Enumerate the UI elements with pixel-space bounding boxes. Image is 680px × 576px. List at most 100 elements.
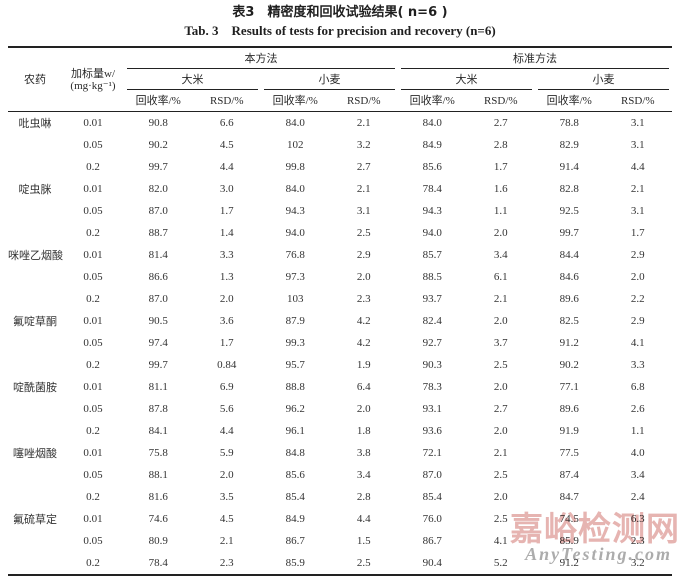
rsd-value-cell: 3.1: [630, 117, 645, 129]
rsd-value-cell: 2.0: [493, 227, 508, 239]
table-header: 农药 加标量w/ (mg·kg⁻¹) 本方法 标准方法 大米 小麦 大米 小麦 …: [8, 47, 672, 112]
recovery-value-cell: 91.2: [559, 557, 579, 569]
recovery-value-cell: 77.1: [559, 381, 579, 393]
recovery-value-cell: 88.1: [148, 469, 168, 481]
pesticide-name-cell: [8, 354, 62, 376]
recovery-value-cell: 88.8: [285, 381, 305, 393]
recovery-value-cell: 87.8: [148, 403, 168, 415]
pesticide-name-cell: [8, 420, 62, 442]
rsd-value-cell: 2.9: [630, 249, 645, 261]
recovery-value-cell: 81.4: [148, 249, 168, 261]
rsd-value-cell: 3.4: [356, 469, 371, 481]
pesticide-name-cell: [8, 332, 62, 354]
recovery-value-cell: 96.2: [285, 403, 305, 415]
rsd-value-cell: 4.2: [356, 337, 371, 349]
table-row: 0.05 80.9 2.1 86.7 1.5 86.7 4.1 85.9 2.3: [8, 530, 672, 552]
spike-level-cell: 0.01: [83, 249, 103, 261]
recovery-value-cell: 85.9: [559, 535, 579, 547]
recovery-value-cell: 85.6: [285, 469, 305, 481]
pesticide-name-cell: [8, 552, 62, 575]
precision-recovery-table: 农药 加标量w/ (mg·kg⁻¹) 本方法 标准方法 大米 小麦 大米 小麦 …: [8, 46, 672, 576]
rsd-value-cell: 2.1: [356, 117, 371, 129]
recovery-value-cell: 99.3: [285, 337, 305, 349]
pesticide-name-cell: [8, 288, 62, 310]
table-row: 0.2 87.0 2.0 103 2.3 93.7 2.1 89.6 2.2: [8, 288, 672, 310]
rsd-value-cell: 2.5: [493, 469, 508, 481]
recovery-value-cell: 91.4: [559, 161, 579, 173]
recovery-value-cell: 91.2: [559, 337, 579, 349]
header-row-measures: 回收率/% RSD/% 回收率/% RSD/% 回收率/% RSD/% 回收率/…: [8, 90, 672, 112]
pesticide-name-cell: 氟硫草定: [13, 514, 57, 526]
recovery-value-cell: 94.0: [422, 227, 442, 239]
recovery-value-cell: 97.3: [285, 271, 305, 283]
spike-level-cell: 0.01: [83, 183, 103, 195]
recovery-value-cell: 84.0: [422, 117, 442, 129]
recovery-value-cell: 90.4: [422, 557, 442, 569]
recovery-value-cell: 90.2: [559, 359, 579, 371]
table-body: 吡虫啉 0.01 90.8 6.6 84.0 2.1 84.0 2.7 78.8 3.1 0.05 9…: [8, 112, 672, 576]
rsd-value-cell: 3.1: [630, 139, 645, 151]
subheader-wheat-this-method: 小麦: [261, 69, 398, 90]
recovery-value-cell: 74.6: [148, 513, 168, 525]
pesticide-name-cell: 啶酰菌胺: [13, 382, 57, 394]
recovery-value-cell: 99.7: [559, 227, 579, 239]
recovery-value-cell: 94.3: [285, 205, 305, 217]
rsd-value-cell: 3.1: [630, 205, 645, 217]
rsd-value-cell: 2.2: [630, 293, 645, 305]
table-row: 0.05 87.0 1.7 94.3 3.1 94.3 1.1 92.5 3.1: [8, 200, 672, 222]
recovery-value-cell: 78.8: [559, 117, 579, 129]
table-row: 0.05 90.2 4.5 102 3.2 84.9 2.8 82.9 3.1: [8, 134, 672, 156]
table-row: 噻唑烟酸 0.01 75.8 5.9 84.8 3.8 72.1 2.1 77.5 4.0: [8, 442, 672, 464]
recovery-value-cell: 84.1: [148, 425, 168, 437]
rsd-value-cell: 4.5: [219, 513, 234, 525]
header-row-methods: 农药 加标量w/ (mg·kg⁻¹) 本方法 标准方法: [8, 47, 672, 92]
recovery-value-cell: 90.8: [148, 117, 168, 129]
table-row: 氟啶草酮 0.01 90.5 3.6 87.9 4.2 82.4 2.0 82.5 2.9: [8, 310, 672, 332]
rsd-value-cell: 2.8: [356, 491, 371, 503]
subheader-rice-standard-method: 大米: [398, 69, 535, 90]
recovery-value-cell: 80.9: [148, 535, 168, 547]
rsd-value-cell: 2.3: [630, 535, 645, 547]
spike-level-cell: 0.2: [86, 227, 100, 239]
subheader-wheat-standard-method: 小麦: [535, 69, 672, 90]
table-row: 0.2 81.6 3.5 85.4 2.8 85.4 2.0 84.7 2.4: [8, 486, 672, 508]
subheader-rice-this-method: 大米: [124, 69, 261, 90]
spike-level-cell: 0.2: [86, 359, 100, 371]
recovery-value-cell: 88.5: [422, 271, 442, 283]
spike-level-cell: 0.05: [83, 403, 103, 415]
table-row: 0.05 88.1 2.0 85.6 3.4 87.0 2.5 87.4 3.4: [8, 464, 672, 486]
recovery-value-cell: 82.5: [559, 315, 579, 327]
rsd-value-cell: 1.3: [219, 271, 234, 283]
pesticide-name-cell: [8, 200, 62, 222]
table-row: 吡虫啉 0.01 90.8 6.6 84.0 2.1 84.0 2.7 78.8 3.1: [8, 112, 672, 135]
spike-level-cell: 0.2: [86, 161, 100, 173]
recovery-value-cell: 99.8: [285, 161, 305, 173]
recovery-value-cell: 89.6: [559, 293, 579, 305]
rsd-value-cell: 3.5: [219, 491, 234, 503]
table-row: 啶虫脒 0.01 82.0 3.0 84.0 2.1 78.4 1.6 82.8 2.1: [8, 178, 672, 200]
rsd-value-cell: 2.4: [630, 491, 645, 503]
col-header-rsd-2: RSD/%: [346, 94, 381, 107]
recovery-value-cell: 90.5: [148, 315, 168, 327]
col-header-rsd-4: RSD/%: [620, 94, 655, 107]
table-row: 0.2 78.4 2.3 85.9 2.5 90.4 5.2 91.2 3.2: [8, 552, 672, 575]
rsd-value-cell: 5.6: [219, 403, 234, 415]
table-row: 咪唑乙烟酸 0.01 81.4 3.3 76.8 2.9 85.7 3.4 84.4 2.9: [8, 244, 672, 266]
recovery-value-cell: 87.9: [285, 315, 305, 327]
rsd-value-cell: 2.5: [493, 359, 508, 371]
col-header-recovery-1: 回收率/%: [135, 94, 181, 107]
recovery-value-cell: 84.6: [559, 271, 579, 283]
rsd-value-cell: 1.7: [219, 205, 234, 217]
recovery-value-cell: 84.4: [559, 249, 579, 261]
rsd-value-cell: 1.9: [356, 359, 371, 371]
rsd-value-cell: 1.1: [493, 205, 508, 217]
recovery-value-cell: 91.9: [559, 425, 579, 437]
pesticide-name-cell: [8, 266, 62, 288]
rsd-value-cell: 4.1: [630, 337, 645, 349]
rsd-value-cell: 4.4: [219, 161, 234, 173]
rsd-value-cell: 3.3: [630, 359, 645, 371]
rsd-value-cell: 2.5: [356, 557, 371, 569]
spike-level-cell: 0.2: [86, 425, 100, 437]
pesticide-name-cell: 咪唑乙烟酸: [8, 250, 63, 262]
